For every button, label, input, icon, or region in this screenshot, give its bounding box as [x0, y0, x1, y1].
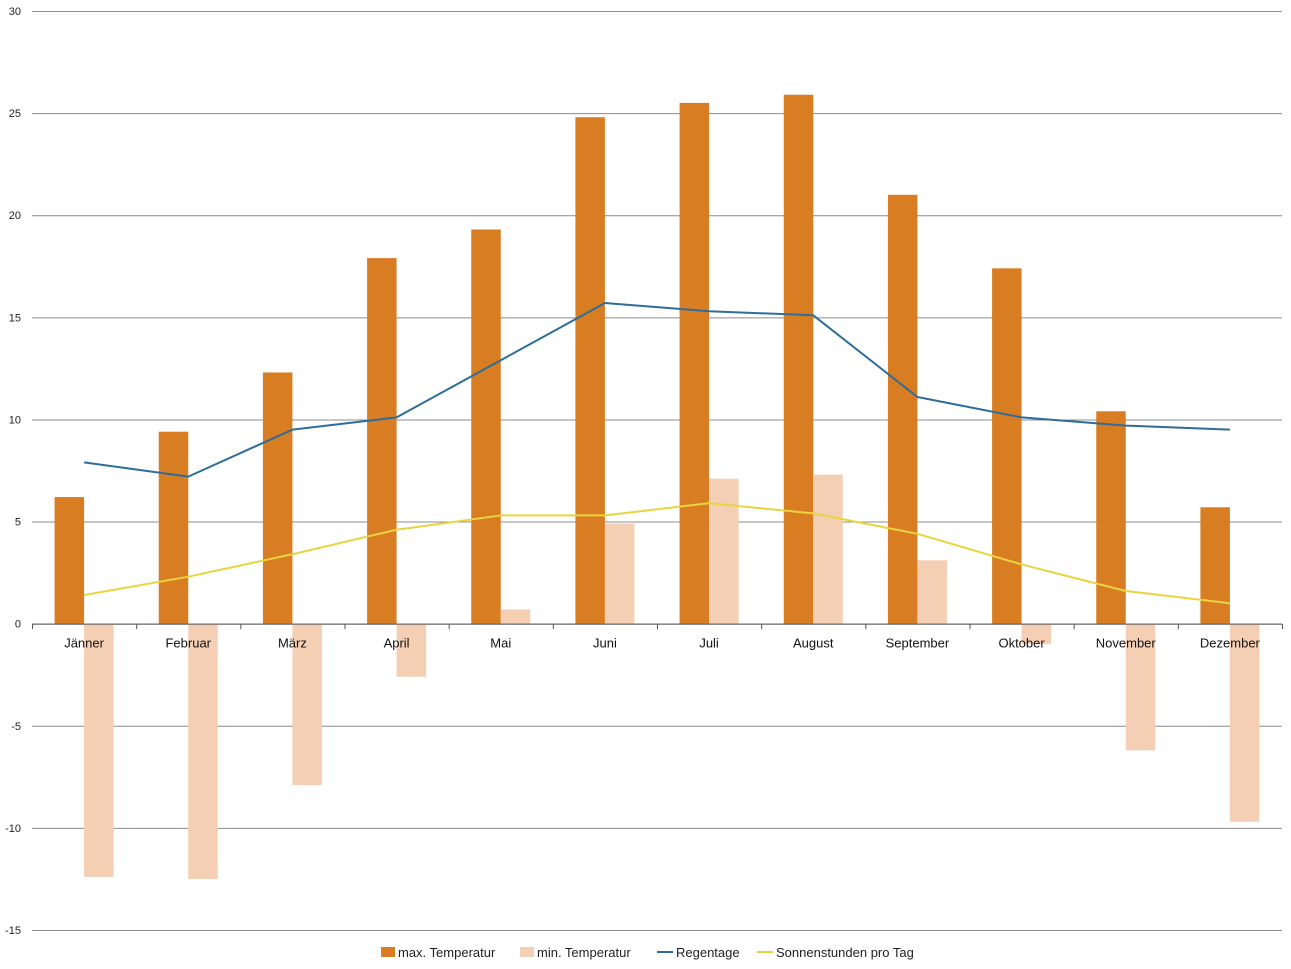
max-temp-bar [783, 94, 814, 624]
series-1-bars [84, 474, 1260, 879]
legend-swatch [520, 947, 534, 957]
y-tick-label: -5 [11, 721, 21, 733]
sonnenstunden-line [83, 502, 1231, 605]
legend-label: Regentage [676, 945, 740, 960]
series-0-bars [54, 94, 1230, 624]
min-temp-bar [1229, 623, 1260, 822]
max-temp-bar [54, 497, 85, 624]
legend-item: Sonnenstunden pro Tag [757, 945, 914, 960]
min-temp-bar [396, 623, 427, 677]
min-temp-bar [604, 523, 635, 624]
max-temp-bar [471, 229, 501, 624]
x-tick-label: Februar [165, 636, 211, 651]
legend-label: max. Temperatur [398, 945, 496, 960]
x-tick-label: März [278, 636, 307, 651]
min-temp-bar [188, 623, 218, 879]
x-tick-label: Mai [490, 636, 511, 651]
y-axis-tick-labels: 30 25 20 15 10 5 0 -5 -10 -15 [5, 6, 21, 937]
bar-series [54, 94, 1260, 879]
x-tick-label: September [886, 636, 950, 651]
legend-item: min. Temperatur [520, 945, 631, 960]
max-temp-bar [367, 258, 397, 624]
max-temp-bar [1096, 411, 1126, 624]
x-tick-label: August [793, 636, 834, 651]
legend-swatch [381, 947, 395, 957]
y-tick-label: 30 [9, 6, 21, 18]
x-tick-label: Jänner [64, 636, 104, 651]
x-tick-label: Juli [699, 636, 719, 651]
y-tick-label: -10 [5, 823, 21, 835]
min-temp-bar [917, 560, 947, 624]
x-tick-label: November [1096, 636, 1157, 651]
y-tick-label: 5 [15, 517, 21, 529]
min-temp-bar [84, 623, 114, 877]
y-tick-label: 20 [9, 210, 21, 222]
min-temp-bar [1021, 623, 1052, 645]
x-tick-label: Juni [593, 636, 617, 651]
gridlines [32, 11, 1282, 931]
y-tick-label: 15 [9, 312, 21, 324]
y-tick-label: 0 [15, 619, 21, 631]
y-tick-label: 25 [9, 108, 21, 120]
max-temp-bar [1200, 507, 1230, 624]
legend: max. Temperatur min. Temperatur Regentage S… [381, 945, 914, 960]
min-temp-bar [813, 474, 843, 624]
y-tick-label: -15 [5, 925, 21, 937]
max-temp-bar [262, 372, 293, 624]
max-temp-bar [992, 268, 1022, 624]
x-tick-label: Dezember [1200, 636, 1261, 651]
legend-item: Regentage [657, 945, 740, 960]
x-tick-label: April [384, 636, 410, 651]
min-temp-bar [500, 609, 531, 624]
max-temp-bar [158, 431, 189, 624]
legend-label: min. Temperatur [537, 945, 631, 960]
regentage-line [83, 302, 1230, 478]
x-tick-label: Oktober [998, 636, 1045, 651]
min-temp-bar [1125, 623, 1156, 751]
x-axis-tick-labels: Jänner Februar März April Mai Juni Juli August S… [64, 636, 1260, 651]
max-temp-bar [887, 194, 918, 624]
max-temp-bar [575, 117, 605, 624]
y-tick-label: 10 [9, 414, 21, 426]
legend-label: Sonnenstunden pro Tag [776, 945, 914, 960]
line-series [83, 302, 1231, 605]
x-axis [32, 623, 1283, 630]
min-temp-bar [709, 478, 739, 624]
legend-item: max. Temperatur [381, 945, 496, 960]
max-temp-bar [679, 102, 710, 624]
min-temp-bar [292, 623, 322, 786]
